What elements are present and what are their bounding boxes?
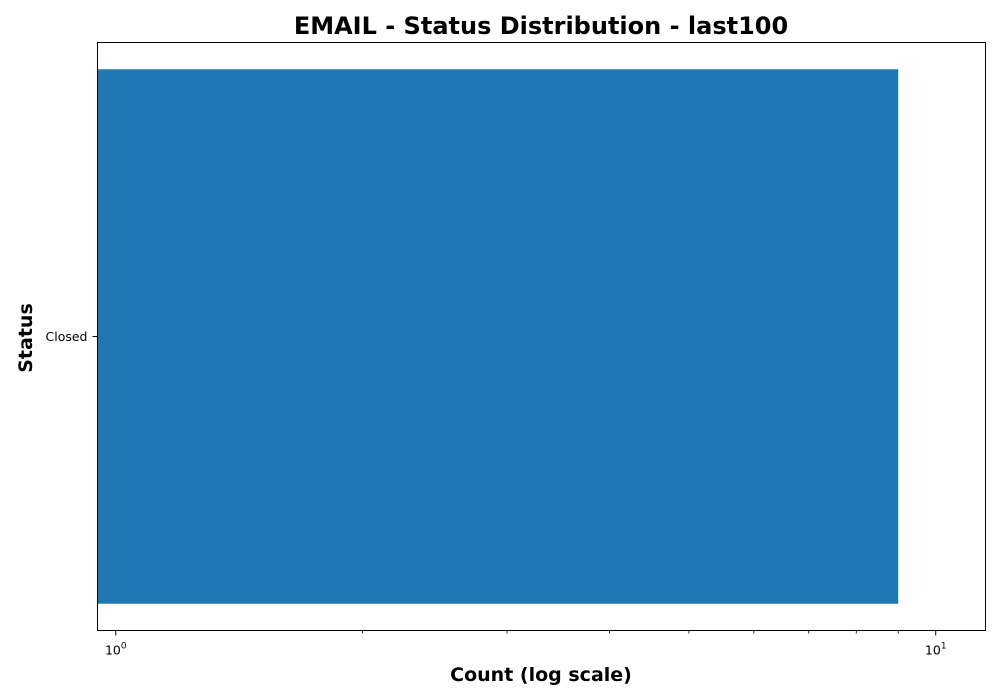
x-axis-ticks: 100 101 [105, 630, 947, 658]
x-tick-label: 101 [925, 642, 947, 658]
chart-title: EMAIL - Status Distribution - last100 [294, 12, 788, 40]
y-axis-label: Status [15, 303, 37, 373]
bar-closed [97, 69, 899, 604]
x-tick-label: 100 [105, 642, 127, 658]
y-axis-ticks: Closed [46, 329, 98, 344]
x-axis-label: Count (log scale) [450, 664, 632, 686]
plot-area [97, 69, 899, 604]
y-tick-label: Closed [46, 329, 88, 344]
